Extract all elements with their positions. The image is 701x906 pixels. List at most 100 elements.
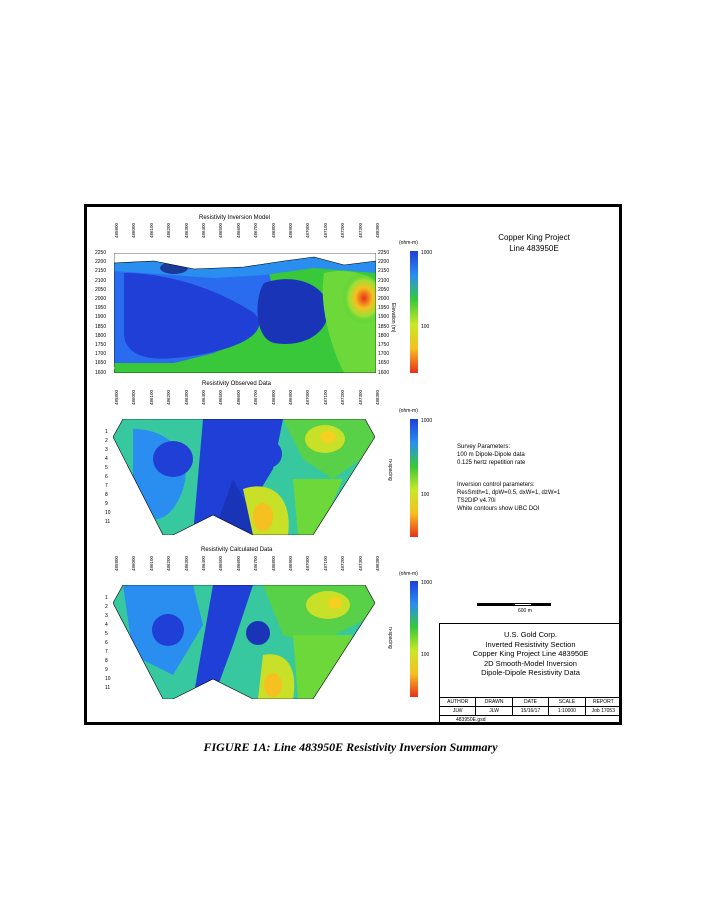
station-label: 486400: [201, 556, 206, 572]
n-spacing-value: 10: [105, 676, 111, 682]
station-label: 486900: [288, 223, 293, 239]
n-spacing-value: 6: [105, 640, 108, 646]
station-label: 486500: [218, 223, 224, 239]
station-label: 487100: [322, 223, 328, 239]
inversion-line1: ResSmth=1, dpW=0.5, dxW=1, dzW=1: [457, 490, 561, 496]
header-author: AUTHOR: [440, 698, 477, 706]
figure-caption: FIGURE 1A: Line 483950E Resistivity Inve…: [203, 740, 498, 754]
header-report: REPORT: [592, 699, 614, 705]
survey-line2: 0.125 hertz repetition rate: [457, 460, 526, 466]
n-spacing-value: 11: [105, 685, 111, 691]
elevation-label: 1800: [95, 332, 107, 339]
elevation-label: 1700: [95, 351, 107, 358]
elevation-label: 1900: [378, 314, 390, 321]
colorbar-observed: [410, 419, 418, 537]
title-block-table: AUTHOR DRAWN DATE SCALE REPORT JLW JLW 1…: [440, 697, 619, 722]
colorbar-top-model: 1000: [421, 250, 433, 256]
value-drawn: JLW: [476, 707, 513, 715]
elevation-label: 1850: [95, 323, 107, 330]
station-label: 485800: [114, 556, 119, 572]
n-spacing-value: 4: [105, 456, 108, 462]
elevation-label: 2250: [95, 250, 107, 256]
elevation-label: 2200: [95, 259, 107, 266]
project-title: Copper King Project: [498, 233, 570, 242]
elevation-label: 1850: [378, 323, 390, 330]
station-label: 486700: [253, 390, 259, 406]
elevation-label: 2000: [95, 296, 107, 302]
station-label: 486400: [201, 223, 206, 239]
station-label: 488380: [375, 223, 380, 239]
title-line3: 2D Smooth-Model Inversion: [484, 658, 577, 668]
survey-line1: 100 m Dipole-Dipole data: [457, 452, 525, 458]
n-spacing-value: 9: [105, 667, 108, 673]
station-label: 486800: [270, 223, 276, 239]
colorbar-unit-observed: (ohm-m): [399, 408, 418, 414]
station-label: 487200: [340, 556, 346, 572]
elevation-label: 2200: [378, 259, 390, 266]
station-label: 486900: [288, 390, 293, 406]
n-spacing-value: 3: [105, 613, 108, 619]
station-label: 486100: [148, 223, 154, 239]
observed-data-plot: [113, 419, 375, 535]
elevation-axis-label: Elevation (m): [390, 303, 396, 333]
n-spacing-value: 4: [105, 622, 108, 628]
station-label: 486600: [235, 556, 241, 572]
n-spacing-axis-label-observed: n-spacing: [387, 459, 393, 481]
scale-label: 600 m: [518, 608, 532, 614]
n-spacing-value: 8: [105, 492, 108, 498]
station-label: 487300: [357, 390, 363, 406]
station-label: 486600: [235, 390, 241, 406]
elevation-label: 2100: [378, 277, 390, 284]
value-author: JLW: [440, 707, 477, 715]
station-label: 486200: [166, 223, 172, 239]
station-label: 486800: [270, 390, 276, 406]
colorbar-top-calculated: 1000: [421, 580, 433, 586]
n-spacing-value: 11: [105, 519, 111, 525]
station-label: 486300: [183, 223, 189, 239]
station-label: 486200: [166, 390, 172, 406]
colorbar-mid-observed: 100: [421, 492, 430, 498]
inversion-line3: White contours show UBC DOI: [457, 506, 540, 512]
station-label: 487200: [340, 223, 346, 239]
n-spacing-value: 10: [105, 510, 111, 516]
elevation-label: 2000: [378, 296, 390, 302]
elevation-label: 1600: [378, 369, 390, 376]
survey-header: Survey Parameters:: [457, 444, 511, 450]
inversion-line2: TS2DIP v4.70i: [457, 498, 496, 504]
elevation-label: 2150: [378, 268, 390, 275]
elevation-label: 1900: [95, 314, 107, 321]
station-label: 486500: [218, 390, 224, 406]
n-spacing-value: 8: [105, 658, 108, 664]
elevation-label: 1700: [378, 351, 390, 358]
elevation-label: 1950: [378, 305, 390, 312]
colorbar-calculated: [410, 581, 418, 697]
station-label: 486200: [166, 556, 172, 572]
elevation-label: 1800: [378, 332, 390, 339]
title-line4: Dipole-Dipole Resistivity Data: [481, 668, 580, 677]
title-line2: Copper King Project Line 483950E: [472, 649, 589, 658]
inversion-header: Inversion control parameters:: [457, 482, 535, 488]
elevation-label: 2050: [95, 286, 107, 293]
station-label: 488380: [375, 390, 380, 406]
value-date: 15/16/17: [513, 707, 550, 715]
n-spacing-axis-label-calculated: n-spacing: [387, 627, 393, 649]
colorbar-model: [410, 251, 418, 373]
n-spacing-value: 6: [105, 474, 108, 480]
elevation-label: 1750: [378, 342, 390, 348]
elevation-label: 2050: [378, 286, 390, 293]
station-label: 486000: [131, 223, 137, 239]
station-label: 486300: [183, 556, 189, 572]
header-scale: SCALE: [549, 698, 586, 706]
station-label: 486800: [270, 556, 276, 572]
colorbar-mid-calculated: 100: [421, 652, 430, 658]
station-label: 486600: [235, 223, 241, 239]
station-label: 486400: [201, 390, 206, 406]
observed-title: Resistivity Observed Data: [202, 381, 272, 387]
elevation-label: 1650: [95, 360, 107, 367]
station-label: 487300: [357, 223, 363, 239]
elevation-label: 1750: [95, 342, 107, 348]
colorbar-unit-calculated: (ohm-m): [399, 571, 418, 577]
value-report: Job 17053: [591, 708, 615, 714]
value-scale: 1:10000: [549, 707, 586, 715]
n-spacing-value: 1: [105, 595, 108, 601]
